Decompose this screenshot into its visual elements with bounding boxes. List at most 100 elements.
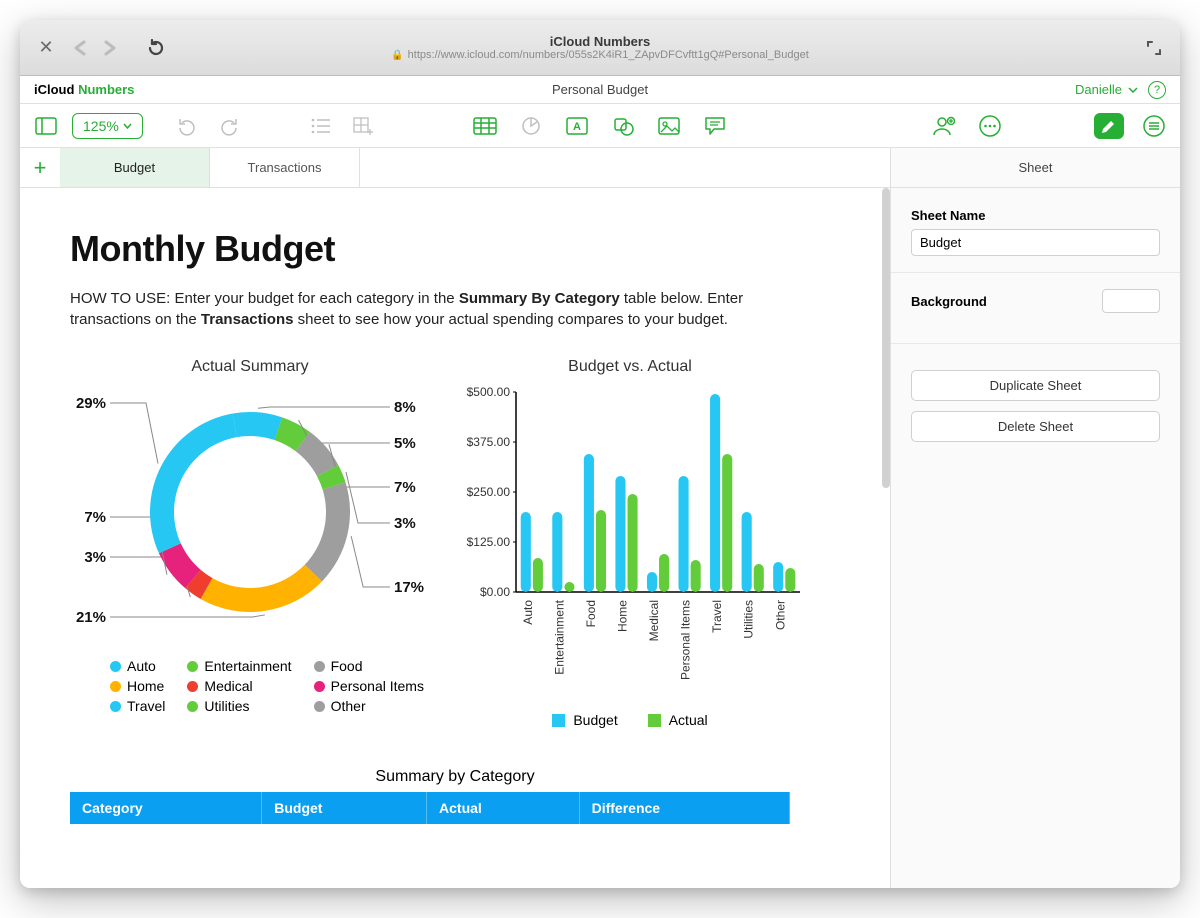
legend-item: Personal Items — [314, 678, 430, 694]
bar-legend: Budget Actual — [450, 712, 810, 728]
toolbar: 125% A — [20, 104, 1180, 148]
donut-legend: AutoEntertainmentFoodHomeMedicalPersonal… — [70, 658, 430, 714]
svg-text:$250.00: $250.00 — [467, 485, 511, 499]
donut-pct-label: 3% — [394, 515, 416, 532]
canvas-wrap: + BudgetTransactions Monthly Budget HOW … — [20, 148, 890, 888]
zoom-select[interactable]: 125% — [72, 113, 143, 139]
svg-text:Home: Home — [615, 600, 629, 632]
table-column-header[interactable]: Budget — [262, 792, 427, 824]
legend-item: Utilities — [187, 698, 297, 714]
media-icon[interactable] — [653, 110, 685, 142]
donut-pct-label: 21% — [76, 609, 106, 626]
donut-segment — [201, 565, 322, 612]
browser-url: 🔒https://www.icloud.com/numbers/055s2K4i… — [20, 49, 1180, 61]
format-icon[interactable] — [1094, 113, 1124, 139]
bar-actual — [659, 554, 669, 592]
donut-segment — [305, 482, 350, 581]
app-header: iCloud Numbers Personal Budget Danielle … — [20, 76, 1180, 104]
sheet-tab[interactable]: Budget — [60, 148, 210, 187]
table-column-header[interactable]: Actual — [427, 792, 580, 824]
sheet-name-input[interactable] — [911, 229, 1160, 256]
chart-icon[interactable] — [515, 110, 547, 142]
scrollbar[interactable] — [882, 188, 890, 488]
table-column-header[interactable]: Difference — [579, 792, 789, 824]
sheet-name-label: Sheet Name — [911, 208, 1160, 223]
legend-item: Auto — [110, 658, 171, 674]
help-icon[interactable]: ? — [1148, 81, 1166, 99]
bar-actual — [754, 564, 764, 592]
sidebar-tab-sheet[interactable]: Sheet — [891, 148, 1180, 188]
delete-sheet-button[interactable]: Delete Sheet — [911, 411, 1160, 442]
view-toggle-icon[interactable] — [30, 110, 62, 142]
svg-text:Auto: Auto — [521, 600, 535, 625]
legend-item: Entertainment — [187, 658, 297, 674]
bar-budget — [773, 562, 783, 592]
bar-actual — [533, 558, 543, 592]
donut-pct-label: 7% — [84, 509, 106, 526]
more-icon[interactable] — [974, 110, 1006, 142]
reload-icon[interactable] — [142, 34, 170, 62]
redo-icon[interactable] — [213, 110, 245, 142]
list-icon[interactable] — [305, 110, 337, 142]
sheet-tab[interactable]: Transactions — [210, 148, 360, 187]
close-icon[interactable]: ✕ — [32, 34, 60, 62]
user-menu[interactable]: Danielle — [1075, 82, 1138, 97]
table-icon[interactable] — [469, 110, 501, 142]
legend-item: Medical — [187, 678, 297, 694]
donut-pct-label: 7% — [394, 479, 416, 496]
chevron-down-icon — [123, 123, 132, 129]
insert-table-icon[interactable] — [347, 110, 379, 142]
howto-text: HOW TO USE: Enter your budget for each c… — [70, 288, 770, 330]
brand[interactable]: iCloud Numbers — [34, 82, 134, 97]
table-column-header[interactable]: Category — [70, 792, 262, 824]
svg-text:$0.00: $0.00 — [480, 585, 510, 599]
svg-text:Medical: Medical — [647, 600, 661, 641]
legend-item: Other — [314, 698, 430, 714]
add-sheet-button[interactable]: + — [20, 148, 60, 187]
collaborate-icon[interactable] — [928, 110, 960, 142]
bar-actual — [627, 494, 637, 592]
shape-icon[interactable] — [607, 110, 639, 142]
text-icon[interactable]: A — [561, 110, 593, 142]
svg-text:$125.00: $125.00 — [467, 535, 511, 549]
svg-text:$375.00: $375.00 — [467, 435, 511, 449]
donut-chart: Actual Summary 8%5%7%3%17%21%3%7%29% Aut… — [70, 358, 430, 728]
organize-icon[interactable] — [1138, 110, 1170, 142]
donut-segment — [233, 412, 283, 440]
bar-budget — [742, 512, 752, 592]
donut-pct-label: 3% — [84, 549, 106, 566]
legend-item: Travel — [110, 698, 171, 714]
browser-chrome: ✕ iCloud Numbers 🔒https://www.icloud.com… — [20, 20, 1180, 76]
donut-segment — [150, 414, 237, 554]
bar-budget — [647, 572, 657, 592]
sheet-tabs: + BudgetTransactions — [20, 148, 890, 188]
comment-icon[interactable] — [699, 110, 731, 142]
svg-text:A: A — [573, 121, 581, 133]
forward-icon[interactable] — [96, 34, 124, 62]
document-body: Monthly Budget HOW TO USE: Enter your bu… — [20, 188, 890, 864]
donut-pct-label: 17% — [394, 579, 424, 596]
main-layout: + BudgetTransactions Monthly Budget HOW … — [20, 148, 1180, 888]
bar-budget — [615, 476, 625, 592]
expand-icon[interactable] — [1140, 34, 1168, 62]
document-scroll[interactable]: Monthly Budget HOW TO USE: Enter your bu… — [20, 188, 890, 888]
svg-text:Travel: Travel — [710, 600, 724, 633]
background-label: Background — [911, 294, 987, 309]
bar-budget — [710, 394, 720, 592]
svg-text:Entertainment: Entertainment — [552, 599, 566, 674]
table-title: Summary by Category — [70, 768, 840, 786]
donut-pct-label: 29% — [76, 395, 106, 412]
bar-chart: Budget vs. Actual $0.00$125.00$250.00$37… — [450, 358, 810, 728]
undo-icon[interactable] — [171, 110, 203, 142]
svg-text:Other: Other — [773, 600, 787, 630]
duplicate-sheet-button[interactable]: Duplicate Sheet — [911, 370, 1160, 401]
back-icon[interactable] — [68, 34, 96, 62]
browser-title: iCloud Numbers — [20, 34, 1180, 49]
lock-icon: 🔒 — [391, 50, 403, 61]
donut-title: Actual Summary — [70, 358, 430, 376]
bar-budget — [552, 512, 562, 592]
donut-pct-label: 8% — [394, 399, 416, 416]
document-title: Personal Budget — [20, 82, 1180, 97]
summary-table: CategoryBudgetActualDifference — [70, 792, 790, 824]
background-color-well[interactable] — [1102, 289, 1160, 313]
